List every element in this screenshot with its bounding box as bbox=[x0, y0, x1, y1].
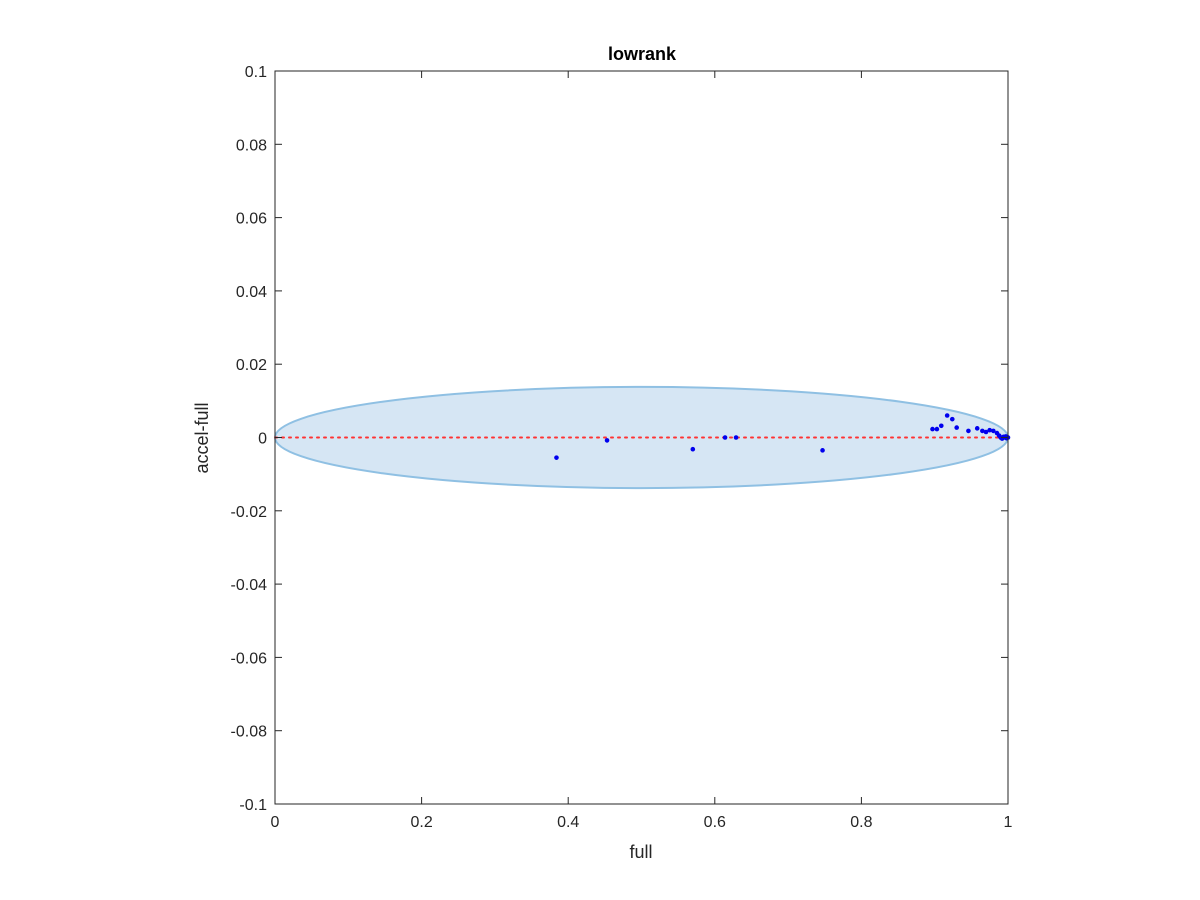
data-point bbox=[966, 428, 971, 434]
y-tick-label: 0.04 bbox=[236, 284, 267, 301]
y-tick-label: -0.1 bbox=[239, 797, 267, 814]
y-tick-label: 0.1 bbox=[245, 64, 267, 81]
y-tick-label: -0.04 bbox=[231, 577, 268, 594]
y-tick-label: -0.08 bbox=[231, 724, 268, 741]
y-tick-label: 0.08 bbox=[236, 137, 267, 154]
y-tick-label: -0.06 bbox=[231, 650, 268, 667]
x-tick-label: 0.8 bbox=[850, 814, 872, 831]
x-tick-label: 0.2 bbox=[410, 814, 432, 831]
y-tick-label: -0.02 bbox=[231, 504, 268, 521]
y-tick-label: 0.06 bbox=[236, 211, 267, 228]
data-point bbox=[991, 428, 996, 434]
data-point bbox=[554, 455, 559, 460]
data-point bbox=[944, 413, 950, 418]
data-point bbox=[934, 426, 940, 432]
x-tick-label: 0 bbox=[271, 814, 280, 831]
x-tick-label: 0.4 bbox=[557, 814, 579, 831]
chart-title: lowrank bbox=[608, 44, 677, 64]
data-point bbox=[938, 423, 944, 429]
data-point bbox=[722, 435, 728, 440]
data-point bbox=[949, 416, 955, 422]
data-point bbox=[820, 448, 825, 453]
x-tick-label: 1 bbox=[1004, 814, 1013, 831]
data-point bbox=[974, 426, 980, 431]
data-point bbox=[954, 425, 959, 430]
y-tick-label: 0.02 bbox=[236, 357, 267, 374]
data-point bbox=[980, 428, 985, 434]
data-point bbox=[690, 446, 696, 452]
data-point bbox=[987, 427, 992, 433]
y-tick-label: 0 bbox=[258, 431, 267, 448]
data-point bbox=[930, 426, 935, 432]
x-tick-label: 0.6 bbox=[704, 814, 726, 831]
data-point bbox=[604, 438, 610, 443]
data-point bbox=[733, 435, 739, 440]
data-point bbox=[983, 429, 989, 435]
plot-area: 0 0.2 0.4 0.6 0.8 1 -0.1 -0.08 -0.06 -0.04 -0.02 0 0… bbox=[231, 64, 1013, 831]
x-axis-label: full bbox=[629, 842, 652, 862]
y-axis-label: accel-full bbox=[192, 402, 212, 473]
